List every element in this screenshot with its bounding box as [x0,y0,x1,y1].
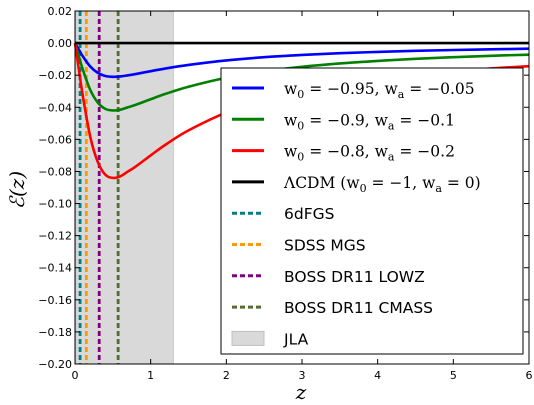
x-tick-label: 4 [374,369,381,382]
legend-box [220,67,524,355]
legend-label-vline-3: BOSS DR11 CMASS [284,299,433,317]
legend-handle-jla [231,330,265,346]
x-tick-label: 1 [147,369,154,382]
y-tick-label: −0.10 [38,198,72,211]
y-tick-label: −0.20 [38,358,72,371]
legend-label-s3: w0 = −0.8, wa = −0.2 [284,143,455,164]
legend-label-vline-0: 6dFGS [284,205,334,223]
x-tick-label: 2 [223,369,230,382]
y-tick-label: 0.00 [48,37,73,50]
x-axis-label: z [295,380,307,404]
y-tick-label: −0.02 [38,69,72,82]
y-axis-label: ℰ(z) [5,171,29,209]
legend-label-s2: w0 = −0.9, wa = −0.1 [284,111,455,132]
legend-label-vline-2: BOSS DR11 LOWZ [284,268,425,286]
x-tick-label: 6 [526,369,533,382]
series-line-s2 [73,42,530,112]
y-tick-label: −0.14 [38,262,72,275]
legend-label-vline-1: SDSS MGS [284,237,366,255]
legend-label-s4: ΛCDM (w0 = −1, wa = 0) [283,174,481,195]
shaded-region-layer [75,10,174,365]
y-tick-label: −0.08 [38,165,72,178]
y-tick-label: −0.12 [38,230,72,243]
x-tick-label: 5 [450,369,457,382]
y-tick-label: 0.02 [48,5,73,18]
series-line-s1 [73,42,530,79]
y-tick-label: −0.16 [38,294,72,307]
x-tick-label: 0 [72,369,79,382]
legend-label-s1: w0 = −0.95, wa = −0.05 [284,80,475,101]
legend: w0 = −0.95, wa = −0.05 w0 = −0.9, wa = −0… [220,67,524,355]
tick-layer: 0.02 0.00 −0.02 −0.04 −0.06 −0.08 −0.10 −0.12 −0… [38,5,532,382]
shaded-region-jla [75,10,174,365]
y-tick-label: −0.06 [38,133,72,146]
y-tick-label: −0.18 [38,326,72,339]
legend-label-jla: JLA [283,330,309,348]
y-tick-label: −0.04 [38,101,72,114]
x-tick-label: 3 [299,369,306,382]
